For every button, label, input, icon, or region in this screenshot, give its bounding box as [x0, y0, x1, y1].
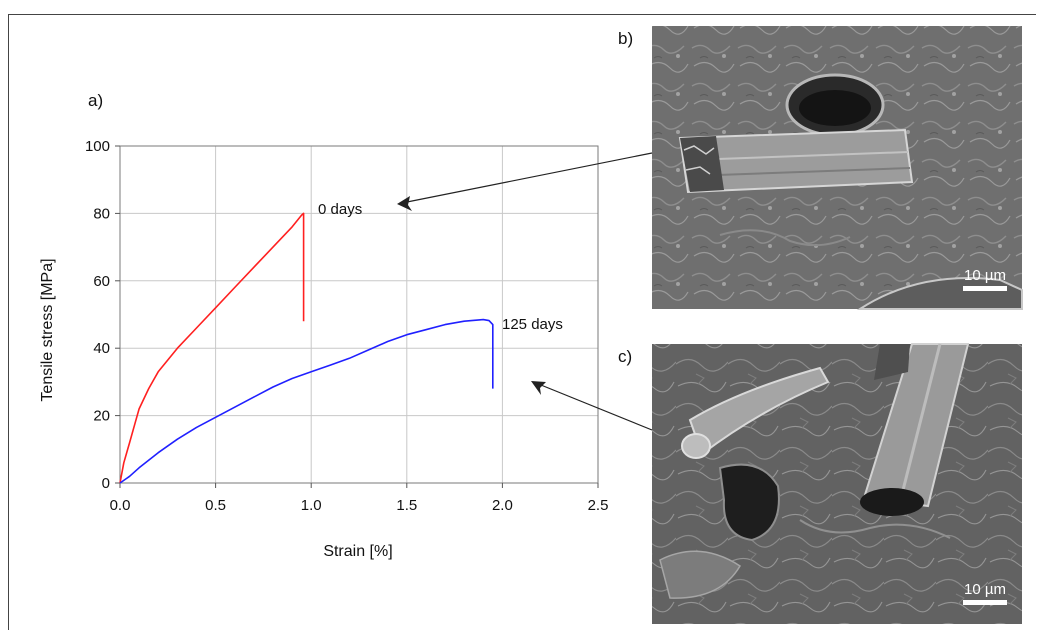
scale-label-b: 10 µm — [964, 267, 1006, 284]
x-tick-label: 0.5 — [205, 497, 226, 514]
x-axis-ticks: 0.0 0.5 1.0 1.5 2.0 2.5 — [110, 483, 609, 514]
arrow-to-image-c — [535, 382, 653, 431]
sem-image-c: 10 µm — [652, 343, 1022, 624]
chart-grid — [120, 146, 598, 483]
x-tick-label: 1.5 — [396, 497, 417, 514]
y-tick-label: 80 — [93, 205, 110, 222]
x-tick-label: 1.0 — [301, 497, 322, 514]
scale-bar-c — [963, 600, 1007, 605]
annotation-0-days: 0 days — [318, 201, 362, 218]
series-layer — [119, 212, 494, 484]
x-tick-label: 2.5 — [588, 497, 609, 514]
arrowhead-b — [397, 196, 412, 211]
series-line-125-days — [119, 318, 494, 484]
stress-strain-chart: 0 20 40 60 80 100 0.0 0.5 1.0 1.5 2.0 2.5 Tensile … — [39, 138, 608, 560]
scale-bar-b — [963, 286, 1007, 291]
sem-image-b: 10 µm — [652, 26, 1023, 310]
arrow-to-image-b — [401, 152, 653, 204]
panel-b-label: b) — [618, 29, 633, 48]
y-axis-ticks: 0 20 40 60 80 100 — [85, 138, 120, 492]
y-tick-label: 100 — [85, 138, 110, 155]
y-tick-label: 60 — [93, 273, 110, 290]
panel-c-label: c) — [618, 347, 632, 366]
annotation-125-days: 125 days — [502, 316, 563, 333]
scale-label-c: 10 µm — [964, 581, 1006, 598]
x-axis-label: Strain [%] — [323, 543, 392, 560]
figure-frame — [8, 14, 1036, 630]
y-axis-label: Tensile stress [MPa] — [39, 258, 56, 401]
x-tick-label: 2.0 — [492, 497, 513, 514]
series-line-0-days — [119, 212, 305, 484]
y-tick-label: 20 — [93, 408, 110, 425]
y-tick-label: 0 — [102, 475, 110, 492]
y-tick-label: 40 — [93, 340, 110, 357]
panel-a-label: a) — [88, 91, 103, 110]
x-tick-label: 0.0 — [110, 497, 131, 514]
plot-area-border — [119, 145, 599, 484]
arrowhead-c — [531, 381, 546, 395]
